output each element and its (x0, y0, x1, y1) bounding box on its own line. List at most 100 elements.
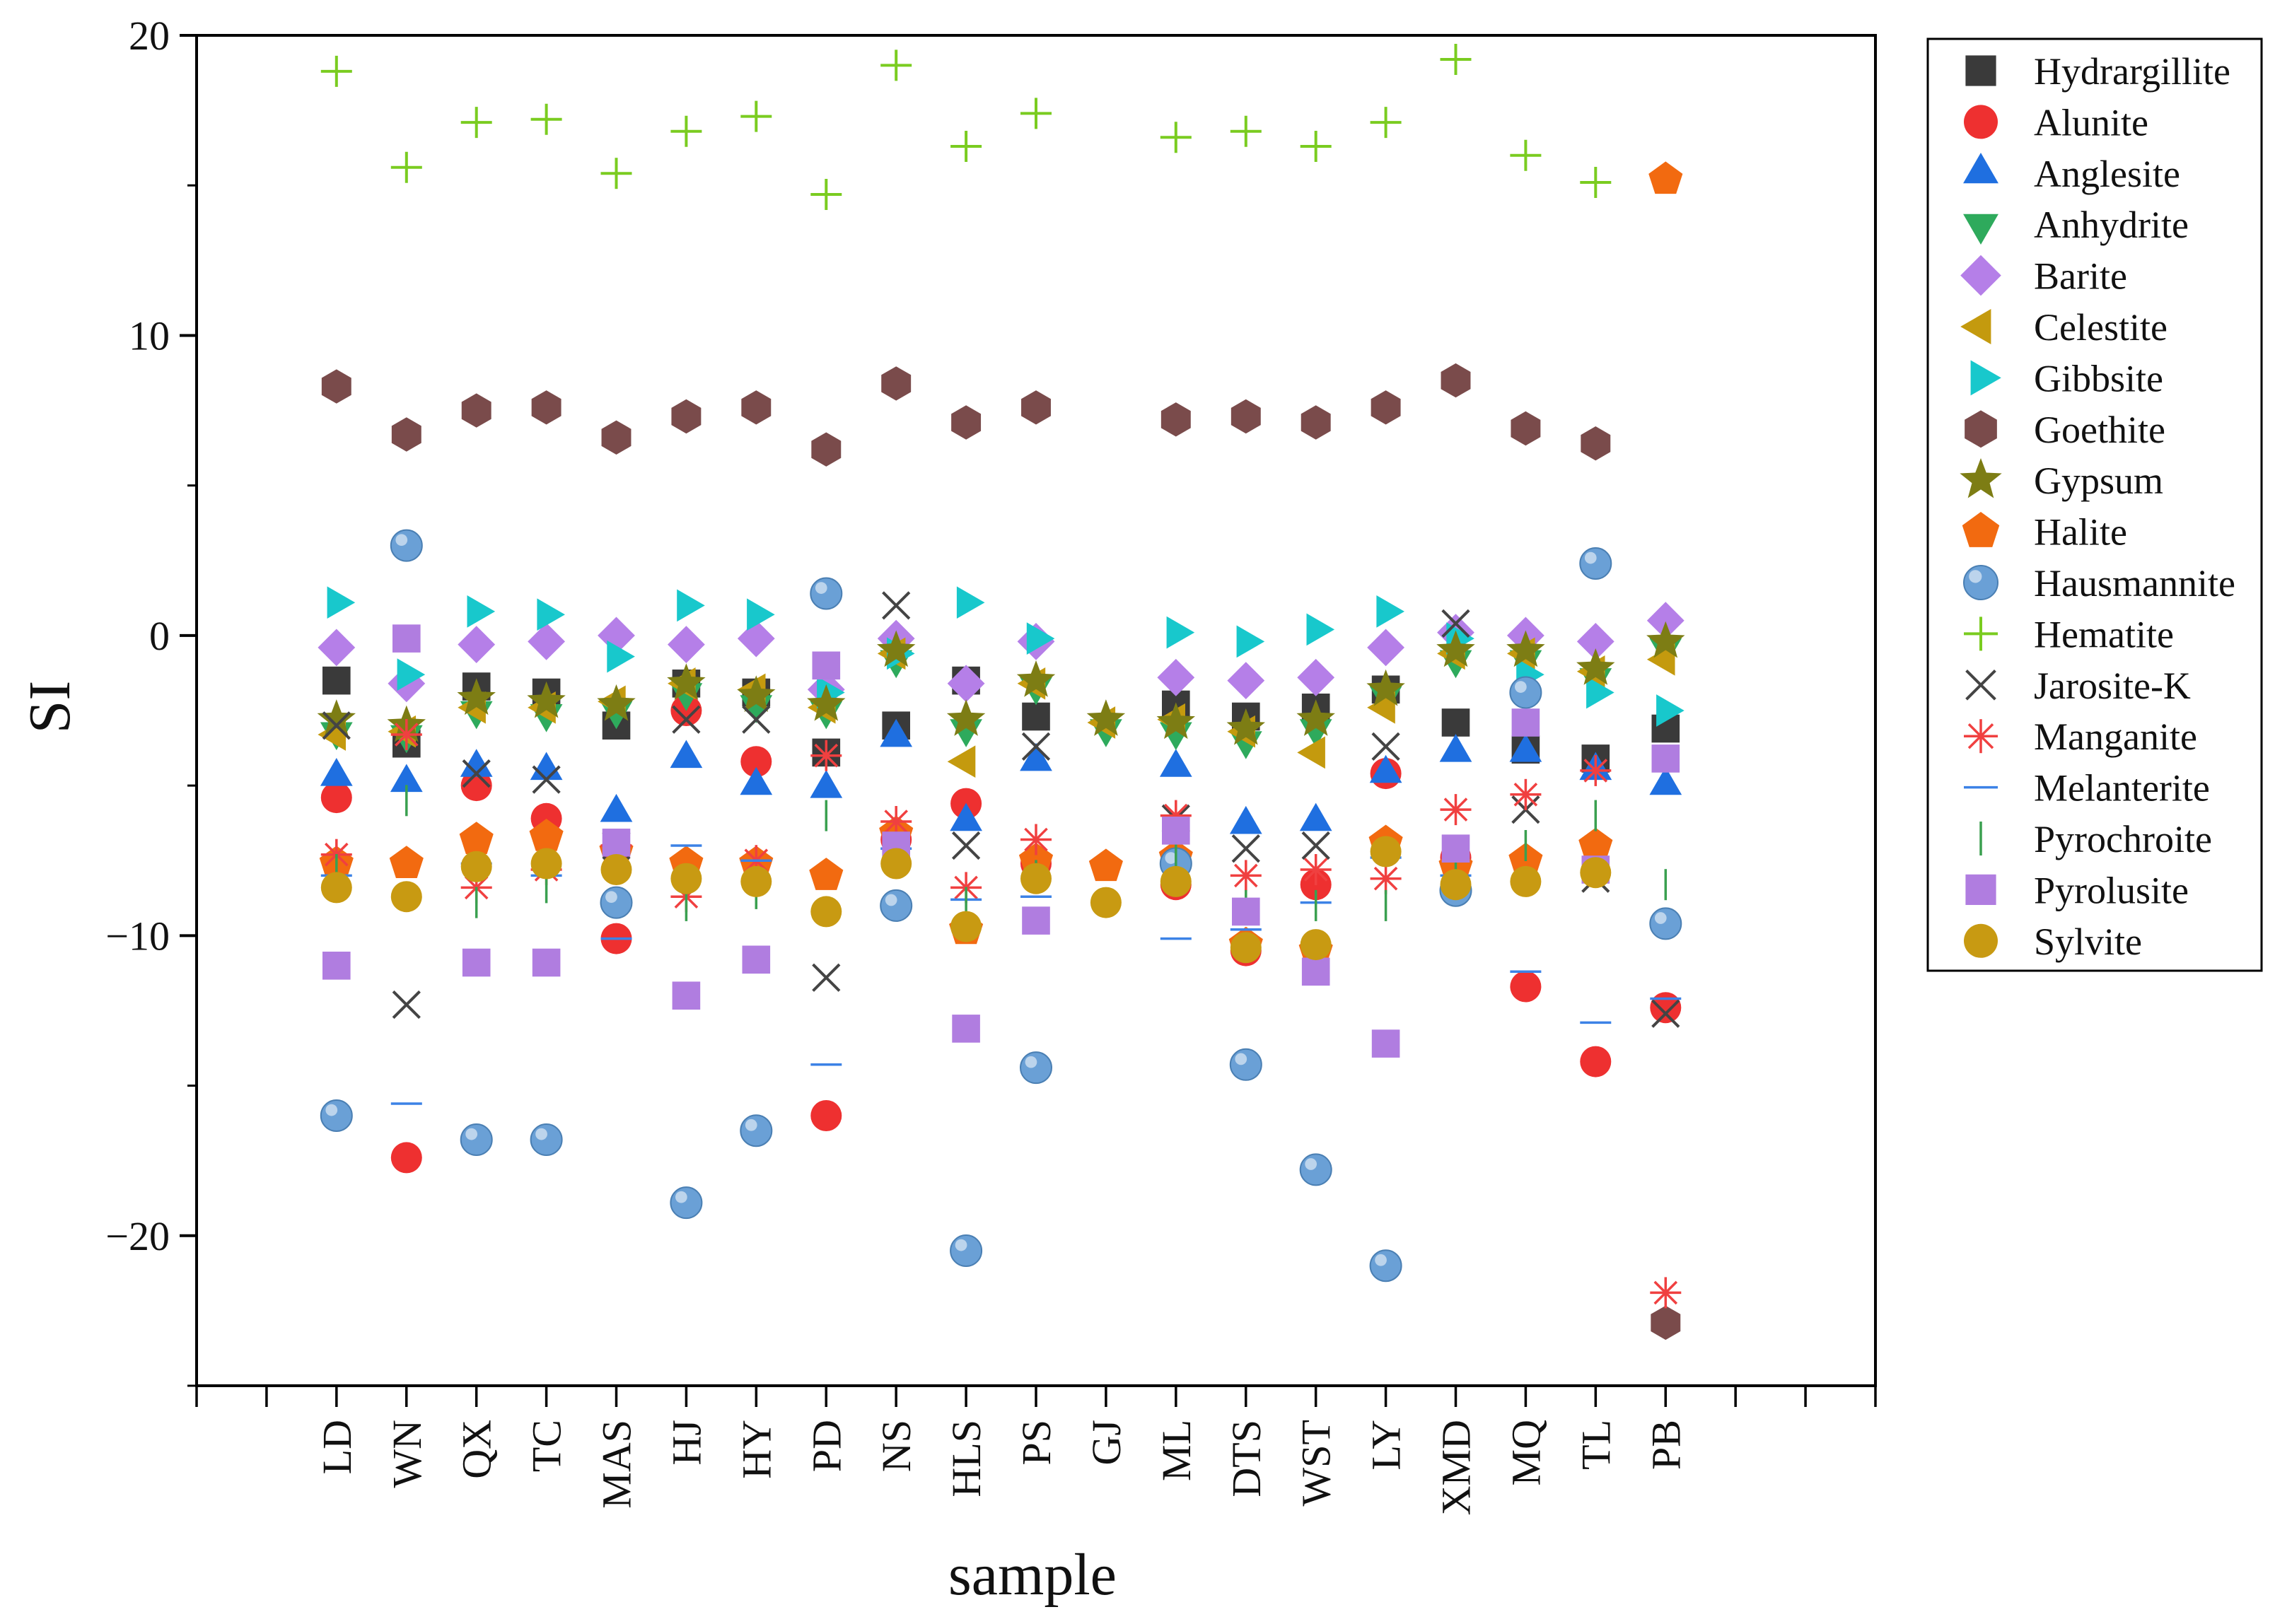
point-gypsum-ml (1156, 702, 1195, 740)
point-pyrolusite-ml (1162, 817, 1190, 845)
x-axis-label: sample (948, 1542, 1117, 1608)
point-anglesite-qx (460, 749, 493, 777)
legend-label: Gibbsite (2034, 357, 2163, 399)
legend-entry: Gibbsite (1970, 357, 2163, 399)
point-goethite-qx (461, 393, 491, 428)
legend-marker (1964, 617, 1998, 651)
y-tick-label: 0 (149, 613, 170, 659)
point-goethite-ld (321, 369, 351, 404)
point-jarosite-k-wn (392, 990, 421, 1020)
point-barite-ly (1367, 629, 1404, 667)
point-gypsum-qx (457, 678, 496, 715)
legend-label: Manganite (2034, 715, 2197, 758)
point-gypsum-ly (1366, 669, 1405, 706)
point-gypsum-tc (527, 681, 566, 718)
x-tick-label: HJ (663, 1420, 709, 1465)
legend-marker (1965, 669, 1996, 701)
point-goethite-hy (741, 390, 772, 425)
point-celestite-hls (947, 745, 976, 778)
x-tick-label: DTS (1223, 1420, 1269, 1497)
point-hausmannite-ns (880, 889, 913, 922)
point-gibbsite-hy (747, 598, 775, 631)
point-pyrolusite-ly (1371, 1029, 1400, 1058)
point-hematite-wst (1300, 131, 1332, 162)
legend-label: Hydrargillite (2034, 50, 2230, 93)
point-gypsum-dts (1226, 708, 1265, 745)
point-jarosite-k-ns (882, 591, 911, 620)
point-anglesite-wn (390, 764, 423, 793)
point-sylvite-ld (320, 872, 352, 904)
point-jarosite-k-wst (1301, 831, 1330, 860)
x-tick-label: HLS (943, 1420, 989, 1497)
point-gibbsite-dts (1236, 625, 1265, 658)
point-alunite-qx (460, 770, 492, 802)
point-gibbsite-pb (1656, 694, 1685, 727)
x-tick-label: NS (873, 1420, 919, 1472)
legend-entry: Gypsum (1960, 458, 2163, 502)
point-sylvite-ml (1160, 865, 1192, 897)
point-pyrolusite-hy (742, 945, 771, 974)
x-tick-label: QX (454, 1420, 500, 1479)
point-hematite-ps (1020, 98, 1052, 129)
point-manganite-pd (810, 740, 842, 771)
point-hematite-xmd (1440, 44, 1472, 75)
point-hematite-wn (390, 151, 422, 183)
point-gypsum-hy (737, 675, 776, 712)
point-goethite-ml (1160, 402, 1191, 437)
x-tick-label: MQ (1503, 1420, 1549, 1485)
series-anglesite (320, 718, 1682, 834)
point-gypsum-tl (1576, 648, 1615, 685)
legend-entry: Goethite (1965, 409, 2165, 451)
point-goethite-wn (391, 417, 421, 452)
legend-marker (1970, 360, 2001, 396)
point-goethite-ns (881, 366, 912, 401)
point-sylvite-hy (740, 865, 772, 897)
legend-label: Halite (2034, 511, 2127, 554)
point-gypsum-ns (877, 630, 916, 667)
legend-marker (1960, 458, 2002, 498)
point-anglesite-hj (670, 740, 703, 769)
point-alunite-ld (320, 782, 352, 814)
point-barite-hls (947, 665, 985, 703)
legend-entry: Hematite (1964, 613, 2174, 655)
point-hausmannite-wn (390, 529, 423, 562)
x-tick-label: LY (1363, 1420, 1409, 1471)
point-barite-dts (1227, 662, 1265, 699)
legend-entry: Pyrolusite (1965, 869, 2189, 911)
legend-label: Barite (2034, 255, 2127, 298)
point-jarosite-k-hj (672, 705, 701, 734)
point-hematite-qx (460, 107, 492, 139)
point-halite-gj (1088, 848, 1123, 882)
x-tick-label: XMD (1433, 1420, 1479, 1515)
legend-box (1926, 37, 2263, 972)
point-pyrolusite-hls (952, 1015, 980, 1043)
point-barite-wst (1297, 658, 1335, 696)
point-pyrolusite-tc (532, 948, 561, 977)
legend-entry: Melanterite (1964, 767, 2210, 810)
point-sylvite-pd (810, 896, 842, 928)
legend-label: Sylvite (2034, 921, 2142, 963)
point-halite-tc (529, 819, 564, 851)
point-hausmannite-dts (1229, 1048, 1262, 1081)
legend-marker (1964, 923, 1998, 958)
point-barite-hy (737, 619, 775, 658)
point-sylvite-hls (950, 911, 982, 942)
point-manganite-xmd (1440, 794, 1472, 826)
point-barite-hj (668, 626, 705, 663)
point-gibbsite-ml (1166, 616, 1195, 649)
point-sylvite-tc (530, 848, 562, 880)
point-pyrolusite-mas (602, 829, 631, 857)
legend-label: Anglesite (2034, 153, 2180, 195)
point-jarosite-k-tc (532, 765, 561, 794)
x-tick-label: LD (314, 1420, 360, 1474)
point-barite-ld (318, 629, 356, 667)
point-hematite-hy (740, 100, 772, 132)
point-hydrargillite-ps (1022, 702, 1050, 731)
point-barite-tc (528, 623, 565, 660)
legend-label: Alunite (2034, 101, 2148, 144)
legend-entry: Pyrochroite (1979, 818, 2212, 860)
point-pyrolusite-hj (672, 981, 701, 1010)
point-gibbsite-hls (956, 586, 985, 619)
legend-label: Jarosite-K (2034, 665, 2191, 707)
